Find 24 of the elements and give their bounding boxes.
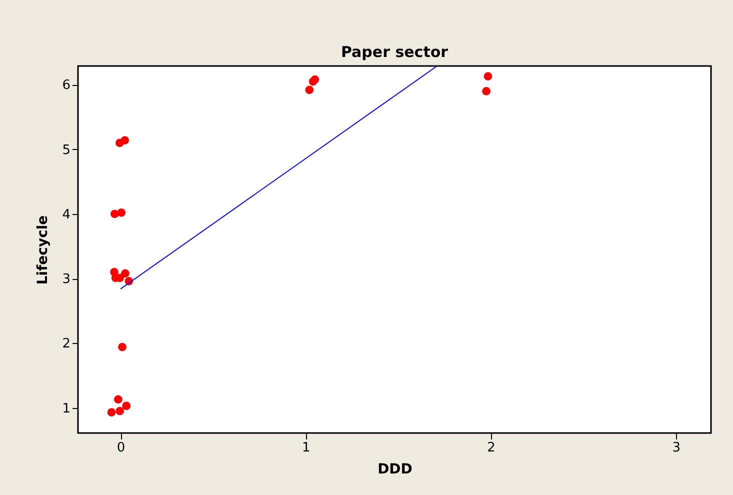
x-tick-label: 1 (302, 440, 310, 456)
point (121, 269, 130, 278)
y-axis-title: Lifecycle (35, 215, 52, 285)
point (305, 86, 314, 94)
point (120, 136, 130, 144)
y-tick-label: 6 (62, 78, 70, 94)
point (122, 402, 130, 410)
point (117, 208, 126, 217)
x-axis-title: DDD (378, 462, 412, 478)
point (114, 395, 122, 404)
y-tick-label: 2 (62, 336, 70, 352)
y-tick-label: 1 (62, 401, 70, 416)
x-tick-label: 2 (487, 440, 496, 456)
x-tick-label: 3 (672, 440, 680, 456)
y-tick-label: 3 (62, 272, 70, 288)
point (118, 342, 126, 352)
point (484, 72, 492, 81)
chart-title: Paper sector (340, 43, 449, 61)
x-tick-label: 0 (116, 440, 126, 456)
y-tick-label: 4 (62, 207, 70, 222)
y-tick-label: 5 (62, 142, 70, 158)
point (116, 406, 124, 416)
point (107, 408, 116, 416)
point (482, 87, 490, 96)
